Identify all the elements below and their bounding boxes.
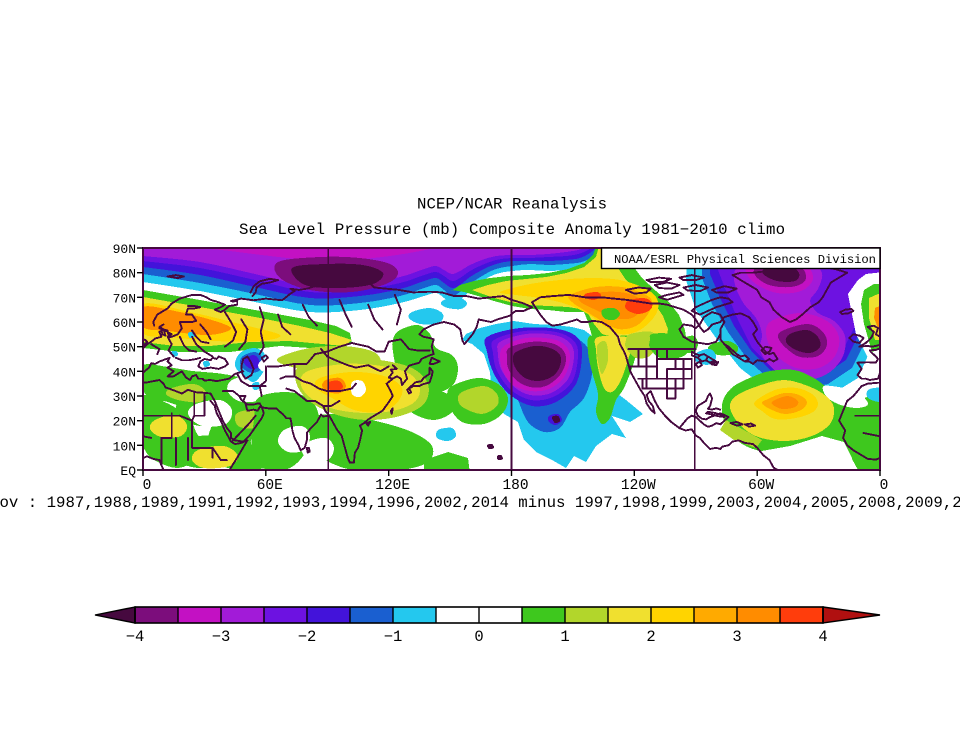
svg-text:30N: 30N: [113, 390, 136, 405]
svg-text:EQ: EQ: [120, 464, 136, 479]
svg-text:80N: 80N: [113, 267, 136, 282]
svg-text:10N: 10N: [113, 439, 136, 454]
svg-text:2: 2: [646, 628, 655, 646]
svg-text:50N: 50N: [113, 341, 136, 356]
svg-text:3: 3: [732, 628, 741, 646]
svg-text:60W: 60W: [748, 478, 774, 494]
svg-text:NCEP/NCAR Reanalysis: NCEP/NCAR Reanalysis: [417, 196, 607, 214]
svg-text:40N: 40N: [113, 365, 136, 380]
svg-text:90N: 90N: [113, 242, 136, 257]
svg-text:0: 0: [143, 478, 152, 494]
svg-text:60N: 60N: [113, 316, 136, 331]
svg-text:Nov : 1987,1988,1989,1991,1992: Nov : 1987,1988,1989,1991,1992,1993,1994…: [0, 494, 960, 512]
svg-text:60E: 60E: [257, 478, 283, 494]
svg-text:Sea Level Pressure (mb) Compos: Sea Level Pressure (mb) Composite Anomal…: [239, 221, 785, 239]
svg-text:−3: −3: [212, 628, 231, 646]
svg-text:−1: −1: [384, 628, 403, 646]
svg-text:20N: 20N: [113, 415, 136, 430]
svg-text:70N: 70N: [113, 291, 136, 306]
svg-text:120W: 120W: [621, 478, 656, 494]
svg-text:0: 0: [474, 628, 483, 646]
svg-text:4: 4: [818, 628, 827, 646]
svg-text:NOAA/ESRL Physical Sciences Di: NOAA/ESRL Physical Sciences Division: [614, 253, 876, 267]
svg-text:120E: 120E: [375, 478, 410, 494]
svg-text:0: 0: [880, 478, 889, 494]
svg-text:1: 1: [560, 628, 569, 646]
svg-text:−2: −2: [298, 628, 317, 646]
svg-text:180: 180: [502, 478, 528, 494]
svg-text:−4: −4: [126, 628, 145, 646]
